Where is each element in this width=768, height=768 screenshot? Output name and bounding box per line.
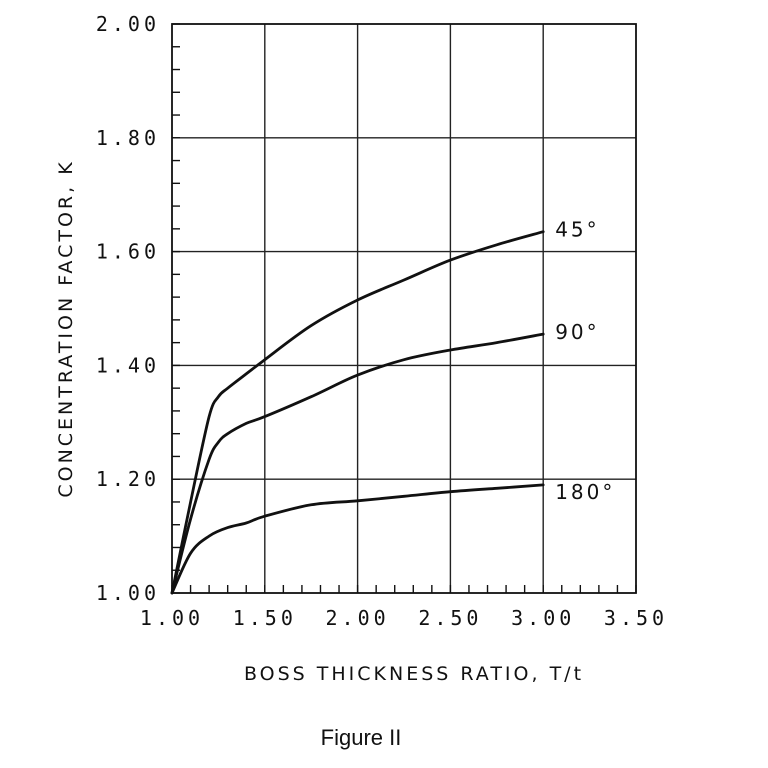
y-tick-label: 1.00 xyxy=(96,581,160,605)
x-tick-label: 3.00 xyxy=(511,606,575,630)
grid-lines xyxy=(172,24,636,593)
y-tick-labels: 1.00 1.20 1.40 1.60 1.80 2.00 xyxy=(96,12,160,605)
series-line-0 xyxy=(170,230,545,595)
x-tick-label: 3.50 xyxy=(604,606,668,630)
x-tick-label: 1.00 xyxy=(140,606,204,630)
y-tick-label: 1.60 xyxy=(96,240,160,264)
series-curves xyxy=(170,230,545,595)
axis-minor-ticks xyxy=(171,23,637,594)
y-axis-title: CONCENTRATION FACTOR, K xyxy=(55,159,77,497)
y-tick-label: 1.40 xyxy=(96,353,160,377)
y-tick-label: 2.00 xyxy=(96,12,160,36)
series-labels: 45° 90° 180° xyxy=(555,218,615,504)
figure-caption: Figure II xyxy=(321,725,402,750)
x-axis-title: BOSS THICKNESS RATIO, T/t xyxy=(244,663,584,685)
series-label-0: 45° xyxy=(555,218,599,242)
y-tick-label: 1.80 xyxy=(96,126,160,150)
series-line-1 xyxy=(170,332,545,595)
x-tick-label: 2.50 xyxy=(418,606,482,630)
y-tick-label: 1.20 xyxy=(96,467,160,491)
x-tick-labels: 1.00 1.50 2.00 2.50 3.00 3.50 xyxy=(140,606,668,630)
plot-frame xyxy=(171,23,637,594)
x-tick-label: 2.00 xyxy=(326,606,390,630)
series-line-2 xyxy=(170,483,545,595)
series-label-1: 90° xyxy=(555,320,599,344)
series-label-2: 180° xyxy=(555,480,615,504)
x-tick-label: 1.50 xyxy=(233,606,297,630)
